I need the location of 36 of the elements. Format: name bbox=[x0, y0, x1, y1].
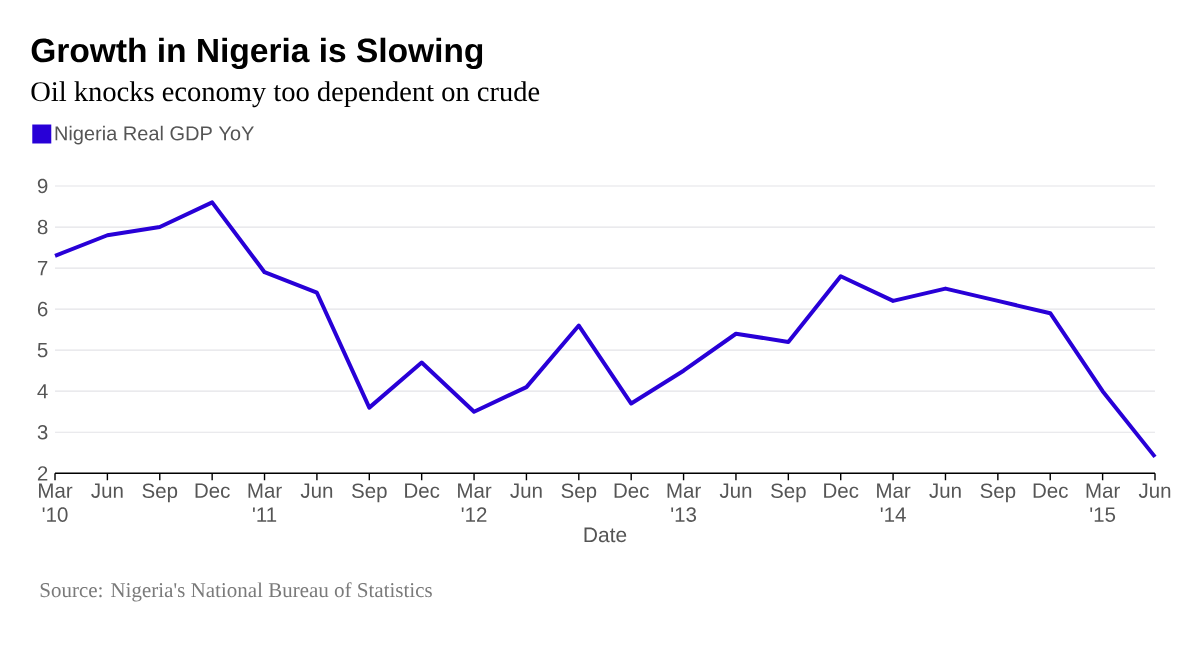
y-tick-label: 8 bbox=[37, 219, 48, 235]
x-tick-label: Sep bbox=[561, 483, 597, 503]
x-tick-label: Mar '11 bbox=[248, 483, 282, 522]
x-tick-label: Sep bbox=[980, 483, 1016, 503]
x-tick-label: Mar '14 bbox=[877, 483, 911, 522]
y-tick-label: 9 bbox=[37, 178, 48, 194]
y-tick-label: 7 bbox=[37, 261, 48, 276]
x-tick-label: Dec bbox=[824, 483, 859, 498]
y-tick-label: 4 bbox=[37, 384, 48, 399]
chart-title: Growth in Nigeria is Slowing bbox=[31, 37, 483, 70]
x-tick-label: Mar '12 bbox=[458, 483, 492, 522]
x-tick-label: Dec bbox=[1033, 483, 1068, 498]
x-tick-label: Mar '10 bbox=[39, 483, 73, 522]
x-tick-label: Sep bbox=[142, 483, 178, 503]
y-tick-label: 5 bbox=[37, 343, 48, 358]
x-tick-label: Jun bbox=[91, 483, 123, 498]
x-axis-title: Date bbox=[584, 527, 627, 543]
y-tick-label: 3 bbox=[37, 424, 48, 440]
x-tick-label: Sep bbox=[771, 483, 806, 503]
y-tick-label: 6 bbox=[37, 301, 48, 317]
x-tick-label: Sep bbox=[351, 483, 387, 503]
source-note: Source: Nigeria's National Bureau of Statistics bbox=[40, 582, 432, 602]
x-tick-label: Jun bbox=[1138, 483, 1171, 498]
x-tick-label: Dec bbox=[614, 483, 649, 498]
x-tick-label: Mar '13 bbox=[667, 483, 701, 522]
x-tick-label: Dec bbox=[405, 483, 440, 498]
x-tick-label: Jun bbox=[510, 483, 542, 498]
x-tick-label: Jun bbox=[929, 483, 961, 498]
x-tick-label: Mar '15 bbox=[1086, 483, 1120, 522]
legend-label: Nigeria Real GDP YoY bbox=[55, 125, 254, 145]
chart-subtitle: Oil knocks economy too dependent on crude bbox=[31, 81, 540, 108]
y-tick-label: 2 bbox=[37, 466, 48, 481]
line-series bbox=[53, 200, 1157, 459]
x-tick-label: Dec bbox=[195, 483, 230, 498]
x-tick-label: Jun bbox=[719, 483, 752, 498]
x-tick-label: Jun bbox=[300, 483, 333, 498]
